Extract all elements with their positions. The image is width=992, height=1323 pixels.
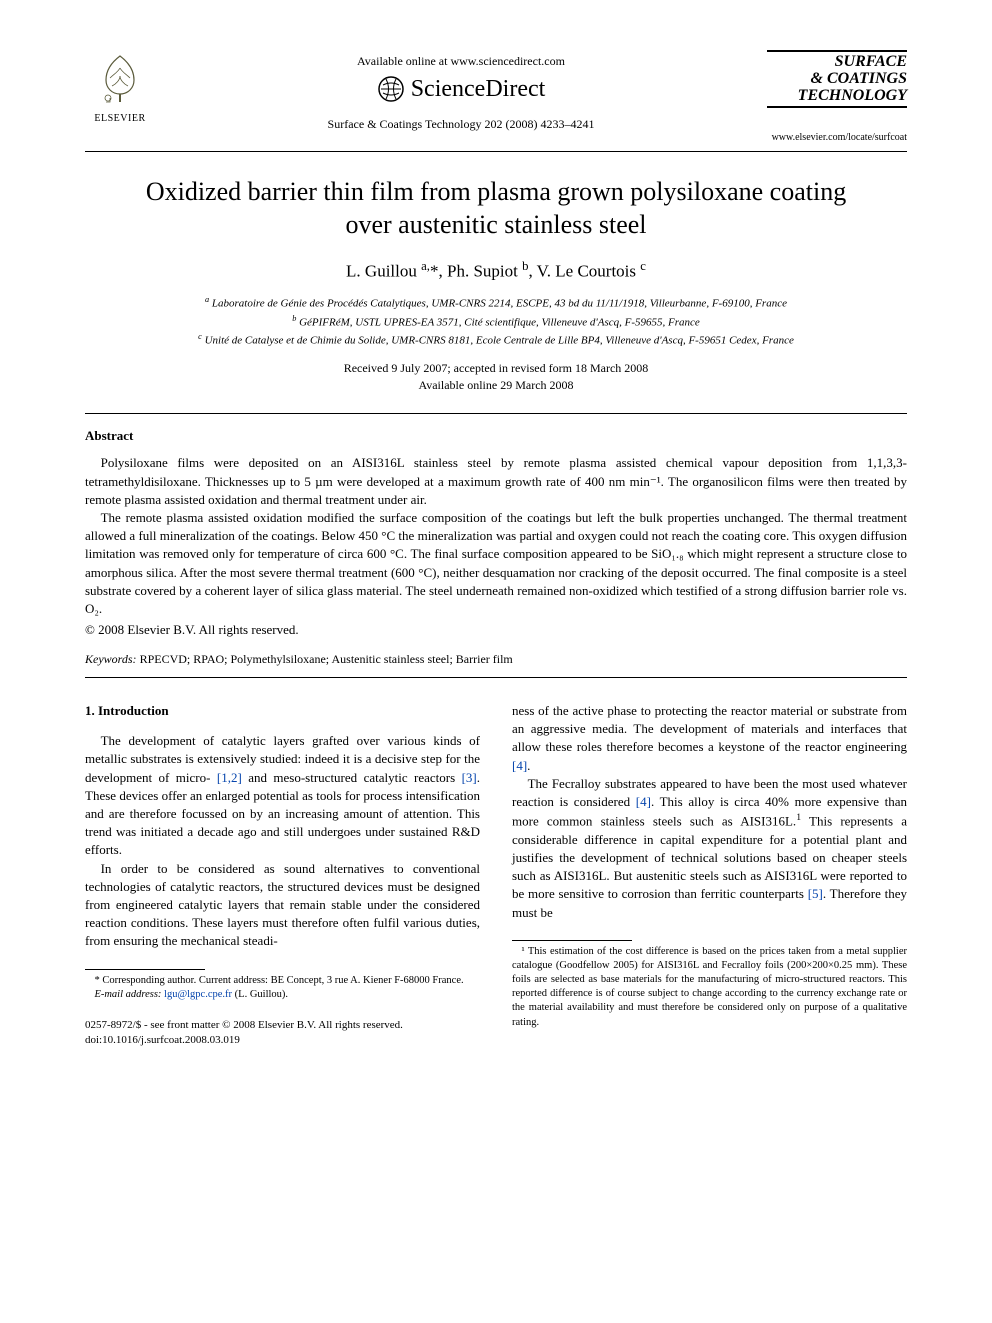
doi-line: doi:10.1016/j.surfcoat.2008.03.019 [85, 1033, 480, 1048]
authors: L. Guillou a,*, Ph. Supiot b, V. Le Cour… [85, 259, 907, 282]
email-label: E-mail address: [94, 989, 161, 1000]
footer-block: 0257-8972/$ - see front matter © 2008 El… [85, 1018, 480, 1048]
online-date: Available online 29 March 2008 [85, 377, 907, 394]
journal-reference: Surface & Coatings Technology 202 (2008)… [155, 117, 767, 132]
sd-ball-icon [377, 75, 405, 103]
keywords-text: RPECVD; RPAO; Polymethylsiloxane; Austen… [140, 652, 513, 666]
center-header: Available online at www.sciencedirect.co… [155, 50, 767, 132]
keywords: Keywords: RPECVD; RPAO; Polymethylsiloxa… [85, 652, 907, 667]
article-dates: Received 9 July 2007; accepted in revise… [85, 360, 907, 394]
ref-link[interactable]: [4] [636, 794, 651, 809]
corr-author-text: * Corresponding author. Current address:… [85, 974, 480, 988]
affiliation-b: b GéPIFRéM, USTL UPRES-EA 3571, Cité sci… [85, 313, 907, 332]
paper-page: ELSEVIER Available online at www.science… [0, 0, 992, 1088]
ref-link[interactable]: [3] [462, 770, 477, 785]
elsevier-tree-icon [92, 50, 148, 106]
article-title: Oxidized barrier thin film from plasma g… [125, 176, 867, 241]
ref-link[interactable]: [5] [808, 886, 823, 901]
email-author: (L. Guillou). [235, 989, 288, 1000]
corresponding-author-footnote: * Corresponding author. Current address:… [85, 974, 480, 1002]
right-column: ness of the active phase to protecting t… [512, 702, 907, 1047]
affiliation-c: c Unité de Catalyse et de Chimie du Soli… [85, 331, 907, 350]
email-link[interactable]: lgu@lgpc.cpe.fr [164, 989, 232, 1000]
header-rule [85, 151, 907, 152]
journal-line3: TECHNOLOGY [767, 88, 907, 105]
right-p1: ness of the active phase to protecting t… [512, 702, 907, 775]
issn-line: 0257-8972/$ - see front matter © 2008 El… [85, 1018, 480, 1033]
journal-line1: SURFACE [767, 54, 907, 71]
copyright: © 2008 Elsevier B.V. All rights reserved… [85, 622, 907, 638]
publisher-name: ELSEVIER [85, 113, 155, 124]
journal-logo: SURFACE & COATINGS TECHNOLOGY www.elsevi… [767, 50, 907, 143]
abstract-heading: Abstract [85, 428, 907, 444]
sciencedirect-text: ScienceDirect [411, 76, 546, 103]
abstract-text: Polysiloxane films were deposited on an … [85, 454, 907, 618]
publisher-logo: ELSEVIER [85, 50, 155, 124]
footnote-separator [512, 940, 632, 941]
received-date: Received 9 July 2007; accepted in revise… [85, 360, 907, 377]
left-column: 1. Introduction The development of catal… [85, 702, 480, 1047]
available-online-text: Available online at www.sciencedirect.co… [155, 54, 767, 69]
ref-link[interactable]: [1,2] [217, 770, 242, 785]
email-line: E-mail address: lgu@lgpc.cpe.fr (L. Guil… [85, 988, 480, 1002]
journal-line2: & COATINGS [767, 71, 907, 88]
journal-url: www.elsevier.com/locate/surfcoat [767, 132, 907, 143]
right-p2: The Fecralloy substrates appeared to hav… [512, 775, 907, 922]
body-columns: 1. Introduction The development of catal… [85, 702, 907, 1047]
abstract-bottom-rule [85, 677, 907, 678]
header-row: ELSEVIER Available online at www.science… [85, 50, 907, 143]
footnote-separator [85, 969, 205, 970]
footnote-1: ¹ This estimation of the cost difference… [512, 945, 907, 1030]
abstract-p1: Polysiloxane films were deposited on an … [85, 454, 907, 509]
left-p1: The development of catalytic layers graf… [85, 732, 480, 859]
abstract-top-rule [85, 413, 907, 414]
sciencedirect-logo: ScienceDirect [155, 75, 767, 103]
journal-title-box: SURFACE & COATINGS TECHNOLOGY [767, 50, 907, 108]
affiliation-a: a Laboratoire de Génie des Procédés Cata… [85, 294, 907, 313]
keywords-label: Keywords: [85, 652, 137, 666]
ref-link[interactable]: [4] [512, 758, 527, 773]
left-p2: In order to be considered as sound alter… [85, 860, 480, 951]
abstract-p2: The remote plasma assisted oxidation mod… [85, 509, 907, 618]
section-1-heading: 1. Introduction [85, 702, 480, 720]
affiliations: a Laboratoire de Génie des Procédés Cata… [85, 294, 907, 350]
